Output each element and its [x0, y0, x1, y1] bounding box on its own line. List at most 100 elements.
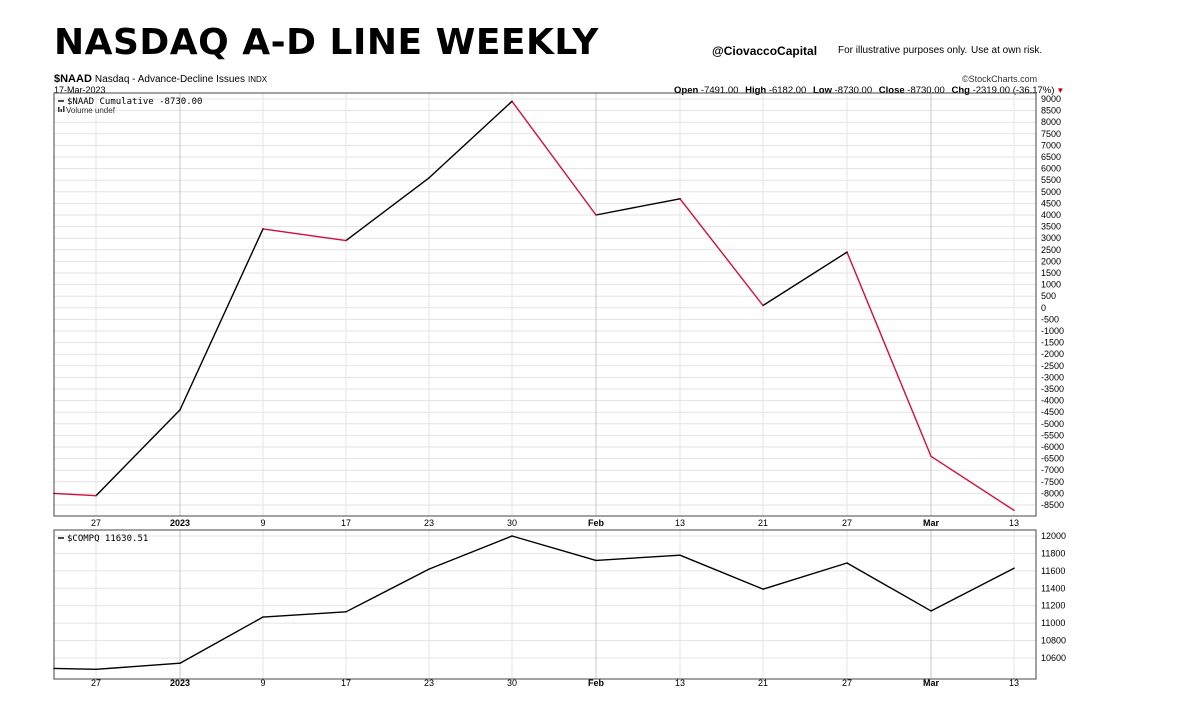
y-tick-label: -3000 [1041, 372, 1064, 382]
y-tick-label: 3000 [1041, 233, 1061, 243]
series-segment [95, 662, 181, 671]
x-tick-label: 30 [507, 678, 517, 688]
y-tick-label: -1000 [1041, 326, 1064, 336]
y-tick-label: 1500 [1041, 268, 1061, 278]
disclaimer-text: For illustrative purposes only. [838, 45, 968, 56]
symbol-code: $NAAD [54, 73, 92, 85]
series-segment [262, 611, 347, 618]
disclaimer-risk-text: Use at own risk. [971, 45, 1043, 56]
data-point [679, 554, 681, 556]
y-tick-label: 4000 [1041, 210, 1061, 220]
series-segment [179, 228, 264, 411]
close-value: -8730.00 [907, 85, 945, 96]
y-tick-label: 1000 [1041, 280, 1061, 290]
y-tick-label: 11000 [1041, 618, 1065, 628]
y-tick-label: 11400 [1041, 583, 1065, 593]
y-tick-label: 5000 [1041, 187, 1061, 197]
x-tick-label: Mar [923, 518, 940, 528]
open-value: -7491.00 [700, 85, 739, 96]
x-tick-label: 13 [675, 678, 685, 688]
x-tick-label: 2023 [170, 518, 190, 528]
close-label: Close [878, 85, 905, 96]
series-segment [595, 554, 681, 562]
data-point [428, 177, 430, 179]
data-point [762, 304, 764, 307]
y-tick-label: 6000 [1041, 164, 1061, 174]
y-tick-label: -6500 [1041, 454, 1064, 464]
y-tick-label: 500 [1041, 291, 1056, 301]
y-tick-label: -2500 [1041, 361, 1064, 371]
x-tick-label: 30 [507, 518, 517, 528]
series-segment [428, 100, 513, 179]
data-point [179, 409, 181, 411]
y-tick-label: -3500 [1041, 384, 1064, 394]
data-point [345, 611, 347, 613]
y-tick-label: -5500 [1041, 430, 1064, 440]
x-tick-label: 13 [1009, 678, 1019, 688]
symbol-exchange: INDX [247, 75, 268, 84]
data-point [1013, 509, 1015, 512]
data-point [95, 495, 97, 497]
ohlc-readout: Open -7491.00 High -6182.00 Low -8730.00… [670, 85, 1064, 96]
data-point [262, 616, 264, 618]
data-point [53, 667, 55, 670]
y-tick-label: 8000 [1041, 117, 1061, 127]
data-point [95, 668, 97, 671]
y-tick-label: 4500 [1041, 198, 1061, 208]
low-label: Low [812, 85, 832, 96]
volume-icon [60, 109, 62, 112]
page-title: NASDAQ A-D LINE WEEKLY [54, 22, 599, 63]
y-tick-label: 3500 [1041, 222, 1061, 232]
series-segment [53, 492, 97, 497]
low-value: -8730.00 [834, 85, 873, 96]
y-tick-label: -5000 [1041, 419, 1064, 429]
x-tick-label: 23 [424, 678, 434, 688]
series-segment [179, 616, 264, 664]
y-tick-label: 11800 [1041, 548, 1065, 558]
y-tick-label: 12000 [1041, 531, 1066, 541]
y-tick-label: -500 [1041, 314, 1059, 324]
y-tick-label: -8500 [1041, 500, 1064, 510]
x-tick-label: 27 [842, 518, 852, 528]
y-tick-label: 0 [1041, 303, 1046, 313]
legend-label: $COMPQ 11630.51 [67, 534, 148, 544]
high-label: High [745, 85, 767, 96]
series-segment [930, 455, 1015, 512]
y-tick-label: 11200 [1041, 601, 1065, 611]
x-tick-label: Mar [923, 678, 940, 688]
data-point [846, 562, 848, 564]
data-point [846, 251, 848, 253]
data-point [930, 455, 932, 457]
volume-icon [63, 106, 65, 112]
data-point [1013, 567, 1015, 569]
data-point [595, 559, 597, 562]
series-segment [846, 562, 932, 612]
x-tick-label: 9 [260, 518, 265, 528]
y-tick-label: -8000 [1041, 488, 1064, 498]
x-tick-label: 27 [91, 678, 101, 688]
brand-watermark: ©StockCharts.com [962, 74, 1038, 84]
series-segment [762, 562, 848, 590]
series-segment [679, 198, 764, 307]
series-segment [345, 568, 430, 613]
x-tick-label: 17 [341, 678, 351, 688]
panel-frame [53, 529, 1037, 680]
y-tick-label: 5500 [1041, 175, 1061, 185]
y-tick-label: 10800 [1041, 636, 1066, 646]
author-handle: @CiovaccoCapital [712, 44, 818, 58]
legend-volume-label: Volume undef [66, 106, 116, 115]
symbol-header: $NAAD Nasdaq - Advance-Decline Issues INDX [54, 73, 267, 85]
x-tick-label: 13 [675, 518, 685, 528]
series-segment [846, 251, 932, 457]
series-segment [345, 177, 430, 242]
panel-frame [53, 92, 1037, 517]
data-point [345, 239, 347, 242]
y-tick-label: 8500 [1041, 106, 1061, 116]
series-segment [595, 198, 681, 216]
data-point [428, 568, 430, 570]
legend-label: $NAAD Cumulative -8730.00 [67, 97, 202, 107]
y-tick-label: 2500 [1041, 245, 1061, 255]
data-point [53, 492, 55, 495]
y-tick-label: 2000 [1041, 256, 1061, 266]
